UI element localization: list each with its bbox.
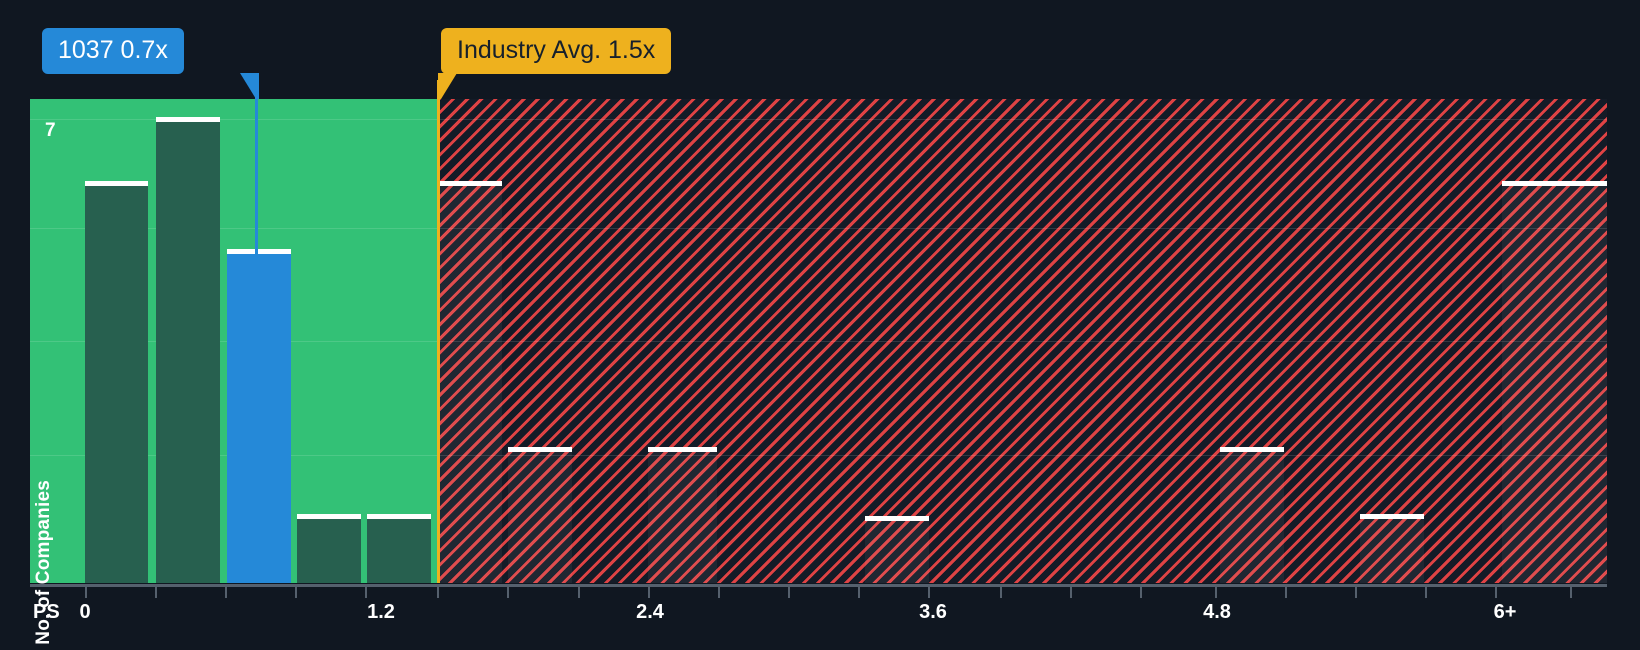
company-tooltip-tail: [240, 73, 259, 99]
histogram-bar[interactable]: [1360, 514, 1424, 583]
x-tick: [1495, 587, 1497, 598]
bar-cap: [865, 516, 929, 521]
x-tick: [858, 587, 860, 598]
bar-cap: [156, 117, 220, 122]
x-axis-line: [30, 584, 1607, 587]
x-tick-label: 4.8: [1203, 601, 1231, 623]
company-marker-tooltip[interactable]: 1037 0.7x: [42, 28, 184, 75]
x-tick: [225, 587, 227, 598]
industry-marker-label: Industry Avg. 1.5x: [457, 36, 656, 64]
x-tick-label: 3.6: [919, 601, 947, 623]
company-marker-label: 1037 0.7x: [58, 36, 168, 64]
histogram-bar[interactable]: [227, 249, 291, 583]
histogram-bar[interactable]: [85, 181, 148, 583]
x-tick: [1140, 587, 1142, 598]
bar-cap: [227, 249, 291, 254]
histogram-bar[interactable]: [156, 117, 220, 583]
company-marker-line: [255, 80, 258, 583]
x-tick: [85, 587, 87, 598]
histogram-bar[interactable]: [440, 181, 502, 583]
x-tick: [648, 587, 650, 598]
histogram-bar[interactable]: [648, 447, 717, 583]
x-tick: [1425, 587, 1427, 598]
histogram-bar[interactable]: [367, 514, 431, 583]
x-tick: [1215, 587, 1217, 598]
bar-cap: [648, 447, 717, 452]
x-tick: [365, 587, 367, 598]
histogram-bar[interactable]: [297, 514, 361, 583]
x-tick: [1070, 587, 1072, 598]
x-tick: [928, 587, 930, 598]
x-tick-label: 1.2: [367, 601, 395, 623]
x-tick: [155, 587, 157, 598]
bar-cap: [1360, 514, 1424, 519]
overvalued-zone: [437, 99, 1607, 583]
industry-tooltip-tail: [438, 73, 457, 99]
industry-marker-line: [437, 80, 440, 583]
bar-cap: [1220, 447, 1284, 452]
bar-cap: [85, 181, 148, 186]
x-axis-name: PS: [33, 601, 60, 623]
y-max-value: 7: [45, 120, 56, 141]
x-tick: [788, 587, 790, 598]
bar-cap: [297, 514, 361, 519]
bar-cap: [1502, 181, 1607, 186]
x-tick: [578, 587, 580, 598]
histogram-bar[interactable]: [865, 516, 929, 583]
bar-cap: [367, 514, 431, 519]
bar-cap: [440, 181, 502, 186]
plot-area: [30, 99, 1607, 583]
histogram-bar[interactable]: [508, 447, 572, 583]
x-tick: [1570, 587, 1572, 598]
x-tick-label: 0: [79, 601, 91, 623]
x-tick-label: 2.4: [636, 601, 664, 623]
histogram-bar[interactable]: [1220, 447, 1284, 583]
bar-cap: [508, 447, 572, 452]
x-tick: [507, 587, 509, 598]
histogram-bar[interactable]: [1502, 181, 1607, 583]
x-tick-label: 6+: [1493, 601, 1517, 623]
x-tick: [1285, 587, 1287, 598]
x-tick: [295, 587, 297, 598]
x-tick: [437, 587, 439, 598]
x-tick: [718, 587, 720, 598]
industry-marker-tooltip[interactable]: Industry Avg. 1.5x: [441, 28, 672, 75]
x-tick: [1355, 587, 1357, 598]
x-tick: [1000, 587, 1002, 598]
